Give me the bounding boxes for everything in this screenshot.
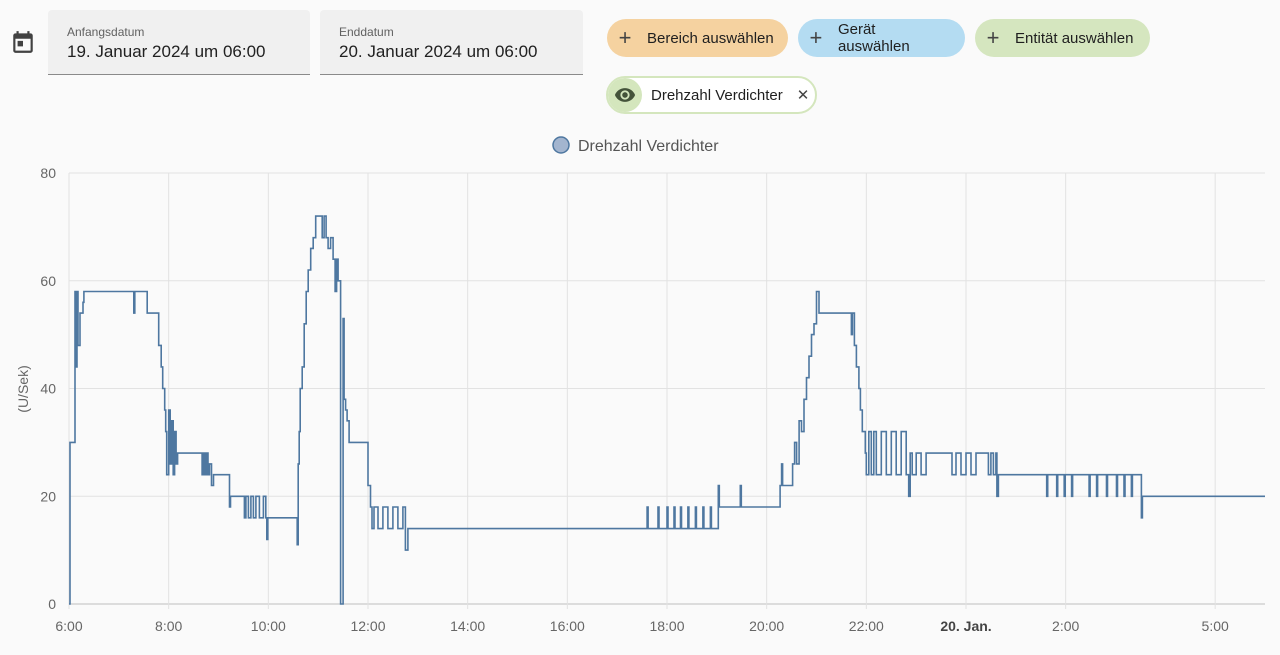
y-tick-label: 0 <box>48 596 56 612</box>
select-area-label: Bereich auswählen <box>647 29 774 47</box>
x-tick-label: 10:00 <box>251 618 286 634</box>
y-axis-label: (U/Sek) <box>15 365 31 412</box>
y-tick-label: 40 <box>40 381 56 397</box>
history-chart: Drehzahl Verdichter 0 20 40 60 80 6:00 8:00 10… <box>15 136 1265 634</box>
y-tick-label: 20 <box>40 488 56 504</box>
select-device-button[interactable]: + Gerät auswählen <box>798 19 965 57</box>
x-tick-label: 20. Jan. <box>940 618 991 634</box>
x-tick-label: 16:00 <box>550 618 585 634</box>
end-date-value[interactable]: 20. Januar 2024 um 06:00 <box>339 42 538 61</box>
eye-icon <box>608 78 642 112</box>
x-tick-label: 14:00 <box>450 618 485 634</box>
x-tick-label: 22:00 <box>849 618 884 634</box>
y-tick-label: 60 <box>40 273 56 289</box>
x-tick-label: 8:00 <box>155 618 182 634</box>
select-area-button[interactable]: + Bereich auswählen <box>607 19 788 57</box>
x-axis: 6:00 8:00 10:00 12:00 14:00 16:00 18:00 20:00 22… <box>55 618 1229 634</box>
end-date-label: Enddatum <box>339 25 394 39</box>
x-tick-label: 20:00 <box>749 618 784 634</box>
y-tick-label: 80 <box>40 165 56 181</box>
x-tick-label: 5:00 <box>1202 618 1229 634</box>
series-line-drehzahl-verdichter <box>69 215 1265 605</box>
start-date-label: Anfangsdatum <box>67 25 145 39</box>
legend-label: Drehzahl Verdichter <box>578 138 719 155</box>
plus-icon: + <box>986 25 1000 50</box>
selected-entity-chip[interactable]: Drehzahl Verdichter ✕ <box>606 76 817 114</box>
x-tick-label: 6:00 <box>55 618 82 634</box>
chart-legend[interactable]: Drehzahl Verdichter <box>552 136 719 155</box>
select-device-label: Gerät auswählen <box>837 21 910 55</box>
plus-icon: + <box>809 25 823 50</box>
legend-marker <box>552 136 570 154</box>
start-date-field[interactable]: Anfangsdatum 19. Januar 2024 um 06:00 <box>48 10 310 75</box>
calendar-icon[interactable] <box>10 28 36 56</box>
x-tick-label: 18:00 <box>649 618 684 634</box>
x-tick-label: 12:00 <box>350 618 385 634</box>
x-tick-label: 2:00 <box>1052 618 1079 634</box>
end-date-field[interactable]: Enddatum 20. Januar 2024 um 06:00 <box>320 10 583 75</box>
select-entity-label: Entität auswählen <box>1015 29 1134 47</box>
plus-icon: + <box>618 25 632 50</box>
chart-grid <box>68 172 1265 609</box>
start-date-value[interactable]: 19. Januar 2024 um 06:00 <box>67 42 266 61</box>
selected-entity-label: Drehzahl Verdichter <box>651 86 783 104</box>
select-entity-button[interactable]: + Entität auswählen <box>975 19 1150 57</box>
close-icon[interactable]: ✕ <box>796 87 810 104</box>
y-axis: 0 20 40 60 80 <box>40 165 56 612</box>
